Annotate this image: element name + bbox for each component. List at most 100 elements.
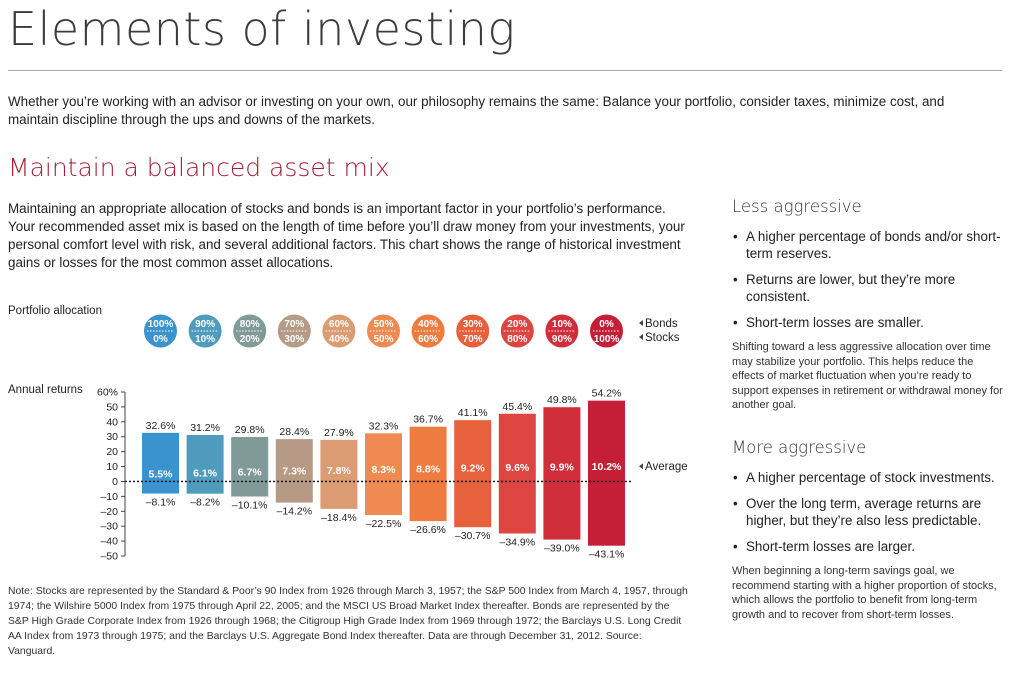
list-item: Short-term losses are smaller. (732, 314, 1007, 331)
y-tick-label: 60% (97, 387, 118, 399)
min-return-label: –8.2% (190, 497, 220, 509)
stocks-pct-label: 40% (329, 334, 349, 345)
max-return-label: 28.4% (279, 426, 309, 438)
bonds-pct-label: 80% (240, 319, 260, 330)
stocks-pct-label: 80% (507, 334, 527, 345)
return-range-bar (454, 420, 492, 528)
return-range-bar (498, 413, 536, 534)
min-return-label: –30.7% (455, 530, 491, 542)
return-range-bar (275, 439, 313, 503)
max-return-label: 32.3% (369, 420, 399, 432)
legend-bonds: Bonds (645, 318, 678, 330)
stocks-pct-label: 70% (463, 334, 483, 345)
average-pointer-icon (639, 463, 643, 470)
y-tick-label: 20 (106, 446, 118, 458)
max-return-label: 49.8% (547, 394, 577, 406)
average-return-label: 8.8% (416, 463, 441, 475)
list-item: Over the long term, average returns are … (732, 495, 1007, 529)
asset-mix-chart: 60% 50 40 30 20 10 0 –10 –20 –30 –40 –50 100% 0% 32.6%… (97, 314, 688, 563)
stocks-pointer-icon (639, 334, 643, 340)
section-body-text: Maintaining an appropriate allocation of… (8, 201, 685, 270)
legend-average: Average (645, 461, 688, 473)
min-return-label: –34.9% (499, 536, 535, 548)
average-return-label: 9.2% (461, 463, 486, 475)
y-tick-label: 40 (106, 416, 118, 428)
return-range-bar (231, 437, 269, 497)
min-return-label: –18.4% (321, 512, 357, 524)
max-return-label: 36.7% (413, 414, 443, 426)
return-range-bar (588, 400, 625, 546)
min-return-label: –10.1% (232, 500, 268, 512)
stocks-pct-label: 100% (594, 334, 620, 345)
stocks-pct-label: 30% (284, 334, 304, 345)
page-title: Elements of investing (8, 2, 516, 56)
less-aggressive-paragraph: Shifting toward a less aggressive alloca… (732, 341, 1003, 411)
return-range-bar (365, 433, 402, 515)
y-tick-label: –10 (100, 491, 118, 503)
stocks-pct-label: 20% (240, 334, 260, 345)
max-return-label: 54.2% (592, 388, 622, 400)
average-return-label: 10.2% (592, 461, 622, 473)
bonds-pct-label: 40% (418, 319, 438, 330)
max-return-label: 45.4% (502, 401, 532, 413)
allocation-circle (233, 314, 267, 348)
list-item: Returns are lower, but they’re more cons… (732, 271, 1007, 305)
average-return-label: 7.3% (282, 466, 307, 478)
min-return-label: –39.0% (544, 543, 580, 555)
bonds-pct-label: 50% (373, 319, 393, 330)
average-return-label: 7.8% (327, 465, 352, 477)
y-tick-label: –40 (100, 536, 118, 548)
stocks-pct-label: 10% (195, 334, 215, 345)
bonds-pct-label: 30% (463, 319, 483, 330)
list-item: Short-term losses are larger. (732, 538, 1007, 555)
average-return-label: 8.3% (372, 464, 397, 476)
bonds-pct-label: 70% (284, 319, 304, 330)
section-title: Maintain a balanced asset mix (8, 153, 390, 182)
return-range-bar (409, 426, 447, 522)
bonds-pct-label: 90% (195, 319, 215, 330)
y-tick-label: 30 (106, 431, 118, 443)
min-return-label: –22.5% (366, 518, 402, 530)
title-divider (8, 70, 1002, 71)
min-return-label: –14.2% (276, 506, 312, 518)
more-aggressive-paragraph: When beginning a long-term savings goal,… (732, 565, 997, 621)
more-aggressive-list: A higher percentage of stock investments… (732, 469, 1007, 555)
stocks-pct-label: 90% (552, 334, 572, 345)
less-aggressive-title: Less aggressive (732, 197, 862, 216)
stocks-pct-label: 50% (373, 334, 393, 345)
bonds-pct-label: 10% (552, 319, 572, 330)
more-aggressive-title: More aggressive (732, 438, 867, 457)
bonds-pct-label: 60% (329, 319, 349, 330)
average-return-label: 9.6% (505, 462, 530, 474)
min-return-label: –8.1% (146, 497, 176, 509)
y-tick-label: 50 (106, 401, 118, 413)
portfolio-allocation-label: Portfolio allocation (8, 305, 102, 317)
y-tick-label: 10 (106, 461, 118, 473)
max-return-label: 41.1% (458, 407, 488, 419)
average-return-label: 6.7% (238, 466, 263, 478)
chart-note: Note: Stocks are represented by the Stan… (8, 586, 688, 657)
stocks-pct-label: 60% (418, 334, 438, 345)
min-return-label: –43.1% (589, 549, 625, 561)
y-tick-label: 0 (112, 476, 118, 488)
more-aggressive-panel: More aggressive A higher percentage of s… (732, 438, 1007, 622)
stocks-pct-label: 0% (153, 334, 168, 345)
average-return-label: 5.5% (149, 468, 174, 480)
return-range-bar (543, 407, 581, 540)
intro-text: Whether you’re working with an advisor o… (8, 94, 945, 127)
bonds-pct-label: 100% (148, 319, 174, 330)
min-return-label: –26.6% (410, 524, 446, 536)
annual-returns-label: Annual returns (8, 384, 83, 396)
return-range-bar (320, 439, 358, 509)
bonds-pointer-icon (639, 320, 643, 326)
y-tick-label: –20 (100, 506, 118, 518)
average-return-label: 9.9% (550, 462, 575, 474)
max-return-label: 29.8% (235, 424, 265, 436)
y-tick-label: –50 (100, 551, 118, 563)
bonds-pct-label: 0% (599, 319, 614, 330)
list-item: A higher percentage of stock investments… (732, 469, 1007, 486)
max-return-label: 27.9% (324, 427, 354, 439)
y-tick-label: –30 (100, 521, 118, 533)
average-return-label: 6.1% (193, 467, 218, 479)
return-range-bar (186, 434, 224, 494)
